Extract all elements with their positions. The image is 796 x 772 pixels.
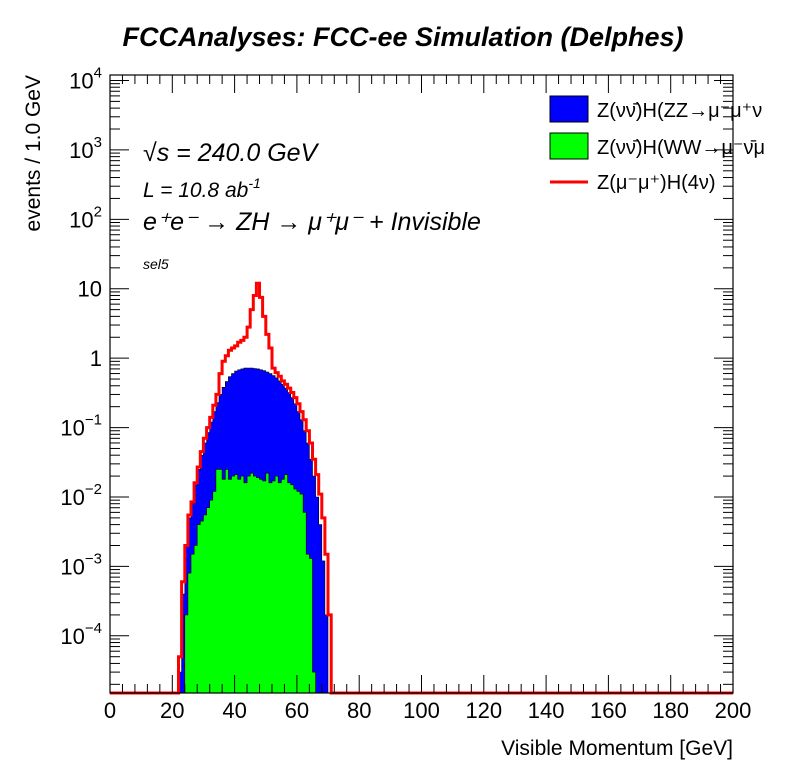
legend: Z(νν̄)H(ZZ→μ⁻μ⁺ν Z(νν̄)H(WW→μ⁻ν̄μ Z(μ⁻μ⁺… xyxy=(549,95,765,194)
y-tick-label: 10−4 xyxy=(60,620,102,649)
histogram-signal xyxy=(110,281,733,695)
chart-title: FCCAnalyses: FCC-ee Simulation (Delphes) xyxy=(122,22,683,52)
y-tick-label: 10 xyxy=(78,277,102,302)
legend-label-zz: Z(νν̄)H(ZZ→μ⁻μ⁺ν xyxy=(597,100,762,122)
x-tick-label: 140 xyxy=(528,698,565,723)
process-label: e⁺e⁻ → ZH → μ⁺μ⁻ + Invisible xyxy=(143,208,481,236)
lumi-label: L = 10.8 ab-1 xyxy=(143,175,261,202)
x-tick-label: 80 xyxy=(347,698,371,723)
y-tick-label: 103 xyxy=(69,134,102,163)
x-tick-label: 160 xyxy=(590,698,627,723)
y-axis-title: events / 1.0 GeV xyxy=(22,75,45,231)
sqrt-s-label: √s = 240.0 GeV xyxy=(143,139,320,167)
x-tick-label: 60 xyxy=(285,698,309,723)
legend-swatch-zz xyxy=(549,95,589,123)
selection-label: sel5 xyxy=(143,256,169,272)
annotations: √s = 240.0 GeV L = 10.8 ab-1 e⁺e⁻ → ZH →… xyxy=(143,139,481,272)
legend-label-ww: Z(νν̄)H(WW→μ⁻ν̄μ xyxy=(597,137,765,159)
lumi-exp: -1 xyxy=(248,175,260,191)
plot-area xyxy=(110,281,733,695)
y-tick-label: 10−3 xyxy=(60,550,102,579)
y-tick-label: 10−1 xyxy=(60,412,102,441)
y-tick-label: 10−2 xyxy=(60,481,102,510)
histogram-ww xyxy=(110,469,733,694)
y-tick-label: 104 xyxy=(69,64,102,93)
x-tick-label: 180 xyxy=(652,698,689,723)
x-tick-label: 100 xyxy=(403,698,440,723)
y-tick-label: 1 xyxy=(90,346,102,371)
x-tick-label: 120 xyxy=(465,698,502,723)
x-axis-title: Visible Momentum [GeV] xyxy=(501,737,733,760)
legend-label-signal: Z(μ⁻μ⁺)H(4ν) xyxy=(597,172,716,194)
lumi-prefix: L = 10.8 ab xyxy=(143,179,249,202)
x-tick-label: 200 xyxy=(715,698,752,723)
x-axis: 0 20 40 60 80 100 120 140 160 180 200 xyxy=(104,75,751,723)
x-tick-label: 0 xyxy=(104,698,116,723)
y-tick-label: 102 xyxy=(69,203,102,232)
sqrt-s-symbol: √s xyxy=(143,139,169,167)
legend-swatch-ww xyxy=(549,132,589,160)
x-tick-label: 20 xyxy=(160,698,184,723)
sqrt-s-value: = 240.0 GeV xyxy=(169,139,319,167)
x-tick-label: 40 xyxy=(222,698,246,723)
